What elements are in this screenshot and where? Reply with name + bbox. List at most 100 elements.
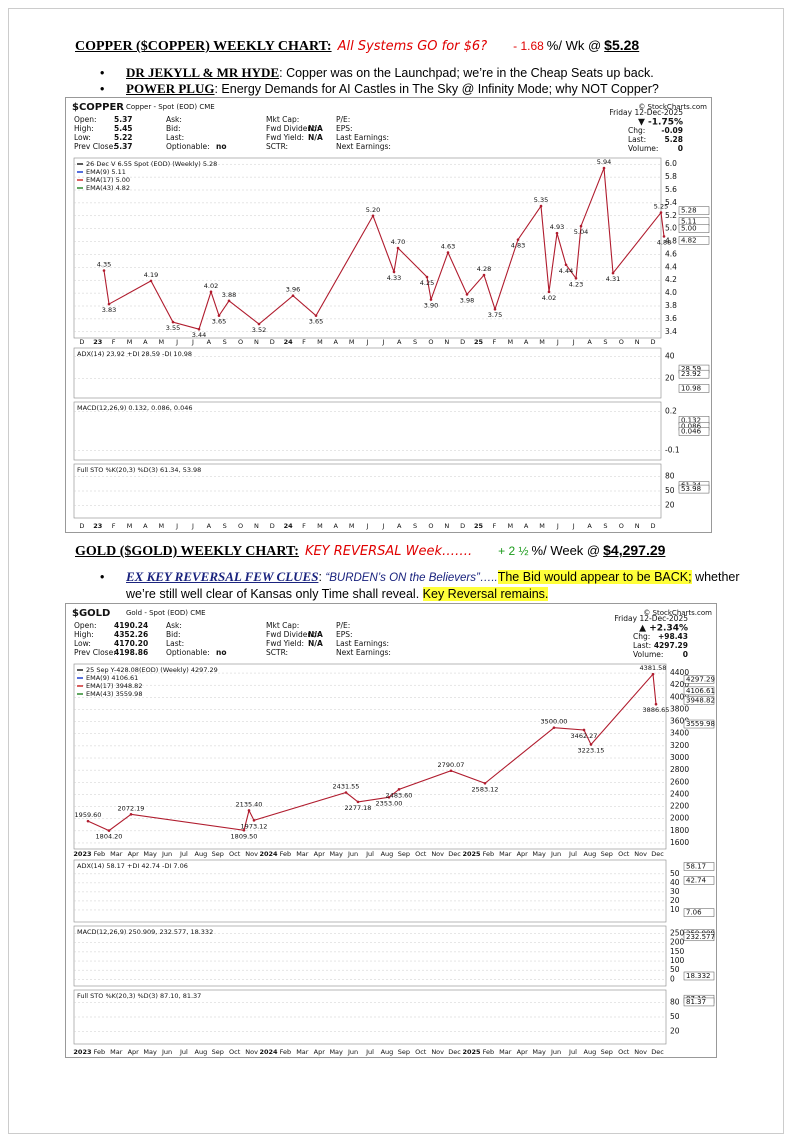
- x-tick-label: O: [619, 522, 624, 530]
- x-tick-label: Jul: [568, 850, 577, 858]
- x-tick-label: Mar: [110, 1048, 123, 1056]
- x-tick-label: Dec: [448, 1048, 461, 1056]
- heading-title: COPPER ($COPPER) WEEKLY CHART:: [75, 39, 332, 54]
- indicator-legend: ADX(14) 58.17 +DI 42.74 -DI 7.06: [77, 862, 188, 870]
- bullet-text: :: [318, 570, 326, 584]
- quote-label: Mkt Cap:: [266, 621, 299, 630]
- price-annotation: 2135.40: [236, 800, 263, 808]
- price-point: [209, 290, 213, 294]
- price-point: [654, 702, 658, 706]
- x-tick-label: Aug: [195, 1048, 208, 1056]
- x-tick-label: F: [302, 522, 306, 530]
- price-point: [217, 314, 221, 317]
- x-tick-label: Nov: [634, 850, 647, 858]
- summary-label: Chg:: [628, 126, 645, 135]
- value-flag-label: 18.332: [686, 972, 711, 980]
- price-annotation: 4.19: [144, 271, 158, 279]
- x-tick-label: S: [603, 338, 607, 346]
- heading-change: - 1.68: [513, 39, 544, 53]
- bullet-list: EX KEY REVERSAL FEW CLUES: “BURDEN’s ON …: [100, 569, 740, 602]
- x-tick-label: A: [397, 522, 402, 530]
- x-tick-label: J: [556, 522, 559, 530]
- price-annotation: 5.04: [574, 228, 588, 236]
- price-point: [102, 269, 106, 272]
- y-tick-label: 1800: [670, 826, 689, 835]
- y-tick-label: 80: [670, 998, 680, 1007]
- quote-label: P/E:: [336, 621, 350, 630]
- value-flag-label: 5.00: [681, 225, 697, 233]
- y-tick-label: 4.0: [665, 288, 677, 297]
- quote-value: 4198.86: [114, 648, 148, 657]
- quote-label: EPS:: [336, 630, 353, 639]
- x-tick-label: Oct: [618, 1048, 630, 1056]
- panel-frame: [73, 925, 667, 987]
- x-tick-label: J: [556, 338, 559, 346]
- x-tick-label: Apr: [314, 1048, 326, 1056]
- x-tick-label: A: [207, 338, 212, 346]
- price-annotation: 4.93: [550, 223, 564, 231]
- price-point: [482, 273, 486, 277]
- x-tick-label: Nov: [431, 1048, 444, 1056]
- price-point: [579, 224, 583, 228]
- x-tick-label: Aug: [381, 1048, 394, 1056]
- legend-label: EMA(17) 3948.82: [86, 682, 142, 690]
- x-tick-label: Apr: [314, 850, 326, 858]
- value-flag: [683, 932, 715, 942]
- price-point: [547, 290, 551, 294]
- quote-value: 4190.24: [114, 621, 148, 630]
- y-tick-label: 3200: [670, 741, 689, 750]
- price-annotation: 2353.00: [376, 799, 403, 807]
- quote-label: Low:: [74, 133, 91, 142]
- price-annotation: 2583.12: [472, 785, 499, 793]
- x-tick-label: May: [532, 1048, 546, 1056]
- x-tick-label: M: [317, 522, 323, 530]
- price-point: [493, 307, 497, 311]
- x-tick-label: Oct: [618, 850, 630, 858]
- price-point: [149, 279, 153, 283]
- price-point: [582, 728, 586, 732]
- value-flag: [683, 971, 715, 981]
- quote-label: Prev Close:: [74, 142, 116, 151]
- y-tick-label: 20: [670, 896, 680, 905]
- price-annotation: 1804.20: [96, 833, 123, 841]
- quote-date: Friday 12-Dec-2025: [609, 108, 683, 117]
- price-annotation: 3.65: [212, 318, 226, 326]
- section-heading: GOLD ($GOLD) WEEKLY CHART: KEY REVERSAL W…: [75, 542, 665, 560]
- x-tick-label: Oct: [415, 850, 427, 858]
- legend-label: 26 Dec V 6.55 Spot (EOD) (Weekly) 5.28: [86, 160, 217, 168]
- x-tick-label: Oct: [415, 1048, 427, 1056]
- price-annotation: 3.90: [424, 302, 438, 310]
- y-tick-label: 3000: [670, 753, 689, 762]
- y-tick-label: 40: [665, 352, 675, 361]
- price-point: [371, 214, 375, 218]
- x-tick-label: Sep: [212, 1048, 224, 1056]
- quote-value: N/A: [308, 133, 323, 142]
- x-tick-label: M: [539, 522, 545, 530]
- summary-label: Chg:: [633, 632, 650, 641]
- y-tick-label: 0.2: [665, 407, 677, 416]
- panel-frame: [73, 347, 662, 399]
- x-tick-label: A: [143, 338, 148, 346]
- x-tick-label: Aug: [381, 850, 394, 858]
- security-name: Gold - Spot (EOD) CME: [126, 609, 206, 617]
- price-point: [516, 238, 520, 241]
- x-tick-label: M: [507, 338, 513, 346]
- indicator-legend: ADX(14) 23.92 +DI 28.59 -DI 10.98: [77, 350, 192, 358]
- value-flag-label: 4106.61: [686, 687, 715, 695]
- panel-frame: [73, 401, 662, 461]
- x-tick-label: Jul: [365, 850, 374, 858]
- value-flag: [683, 686, 715, 696]
- x-tick-label: 2023: [73, 850, 91, 858]
- summary-value: -0.09: [661, 126, 683, 135]
- price-annotation: 4.28: [477, 265, 491, 273]
- bullet-text: “BURDEN’s ON the Believers”…..: [325, 572, 498, 584]
- price-annotation: 1809.50: [231, 832, 258, 840]
- y-tick-label: 4000: [670, 692, 689, 701]
- x-tick-label: M: [349, 522, 355, 530]
- x-tick-label: Apr: [128, 1048, 140, 1056]
- bullet-text: whether we’re still well clear of Kansas…: [126, 570, 740, 601]
- x-tick-label: Feb: [483, 1048, 495, 1056]
- x-tick-label: Dec: [651, 1048, 664, 1056]
- price-point: [129, 813, 133, 816]
